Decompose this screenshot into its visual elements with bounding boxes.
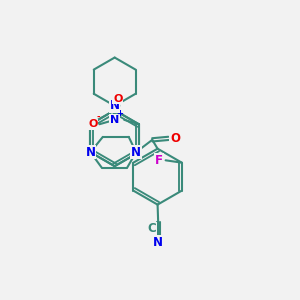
Text: N: N xyxy=(131,146,141,159)
Text: O: O xyxy=(88,119,98,129)
Text: N: N xyxy=(110,99,120,112)
Text: O: O xyxy=(113,94,122,103)
Text: O: O xyxy=(170,132,180,145)
Text: F: F xyxy=(155,154,163,167)
Text: +: + xyxy=(116,109,124,118)
Text: N: N xyxy=(110,115,119,125)
Text: N: N xyxy=(153,236,163,249)
Text: N: N xyxy=(85,146,95,159)
Text: -: - xyxy=(96,113,100,122)
Text: C: C xyxy=(147,222,156,235)
